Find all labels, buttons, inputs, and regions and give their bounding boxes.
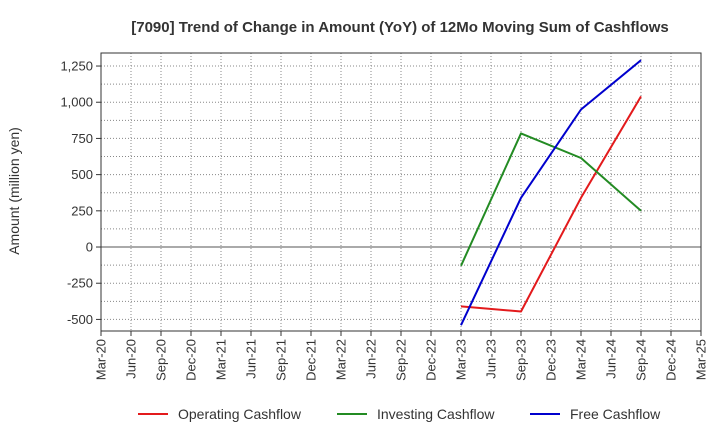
series-line-operating-cashflow <box>460 95 642 313</box>
x-tick-label: Dec-22 <box>424 339 439 381</box>
series-line-free-cashflow <box>460 59 642 326</box>
x-tick-label: Jun-24 <box>604 339 619 379</box>
series-line-investing-cashflow <box>460 132 642 267</box>
legend-label-free-cashflow: Free Cashflow <box>570 406 661 422</box>
x-tick-label: Mar-23 <box>454 339 469 380</box>
x-tick-label: Dec-23 <box>544 339 559 381</box>
legend-label-investing-cashflow: Investing Cashflow <box>377 406 495 422</box>
x-tick-label: Jun-22 <box>364 339 379 379</box>
legend-label-operating-cashflow: Operating Cashflow <box>178 406 302 422</box>
axes: -500 -250 0 250 500 750 1,000 1,250 Mar-20 Jun-20… <box>60 52 709 381</box>
y-tick-label: 750 <box>71 131 93 146</box>
x-tick-label: Mar-22 <box>334 339 349 380</box>
y-tick-label: 1,250 <box>60 59 93 74</box>
y-tick-label: -500 <box>67 312 93 327</box>
y-tick-label: 0 <box>86 240 93 255</box>
x-tick-label: Mar-24 <box>574 339 589 380</box>
x-tick-label: Sep-24 <box>634 339 649 381</box>
x-tick-label: Jun-21 <box>244 339 259 379</box>
y-tick-label: 1,000 <box>60 95 93 110</box>
chart-title: [7090] Trend of Change in Amount (YoY) o… <box>131 19 669 36</box>
y-tick-label: 500 <box>71 167 93 182</box>
x-tick-label: Mar-25 <box>694 339 709 380</box>
y-axis-label: Amount (million yen) <box>6 127 22 255</box>
x-tick-label: Dec-21 <box>304 339 319 381</box>
y-tick-label: -250 <box>67 276 93 291</box>
legend: Operating Cashflow Investing Cashflow Free… <box>138 406 661 422</box>
y-tick-label: 250 <box>71 203 93 218</box>
x-tick-label: Dec-20 <box>184 339 199 381</box>
x-tick-label: Sep-22 <box>394 339 409 381</box>
x-tick-label: Sep-21 <box>274 339 289 381</box>
grid <box>100 53 702 331</box>
x-tick-label: Mar-20 <box>94 339 109 380</box>
x-tick-label: Jun-20 <box>124 339 139 379</box>
x-tick-label: Sep-23 <box>514 339 529 381</box>
x-tick-label: Mar-21 <box>214 339 229 380</box>
x-tick-label: Sep-20 <box>154 339 169 381</box>
series-lines <box>460 59 642 326</box>
x-tick-label: Dec-24 <box>664 339 679 381</box>
x-tick-label: Jun-23 <box>484 339 499 379</box>
